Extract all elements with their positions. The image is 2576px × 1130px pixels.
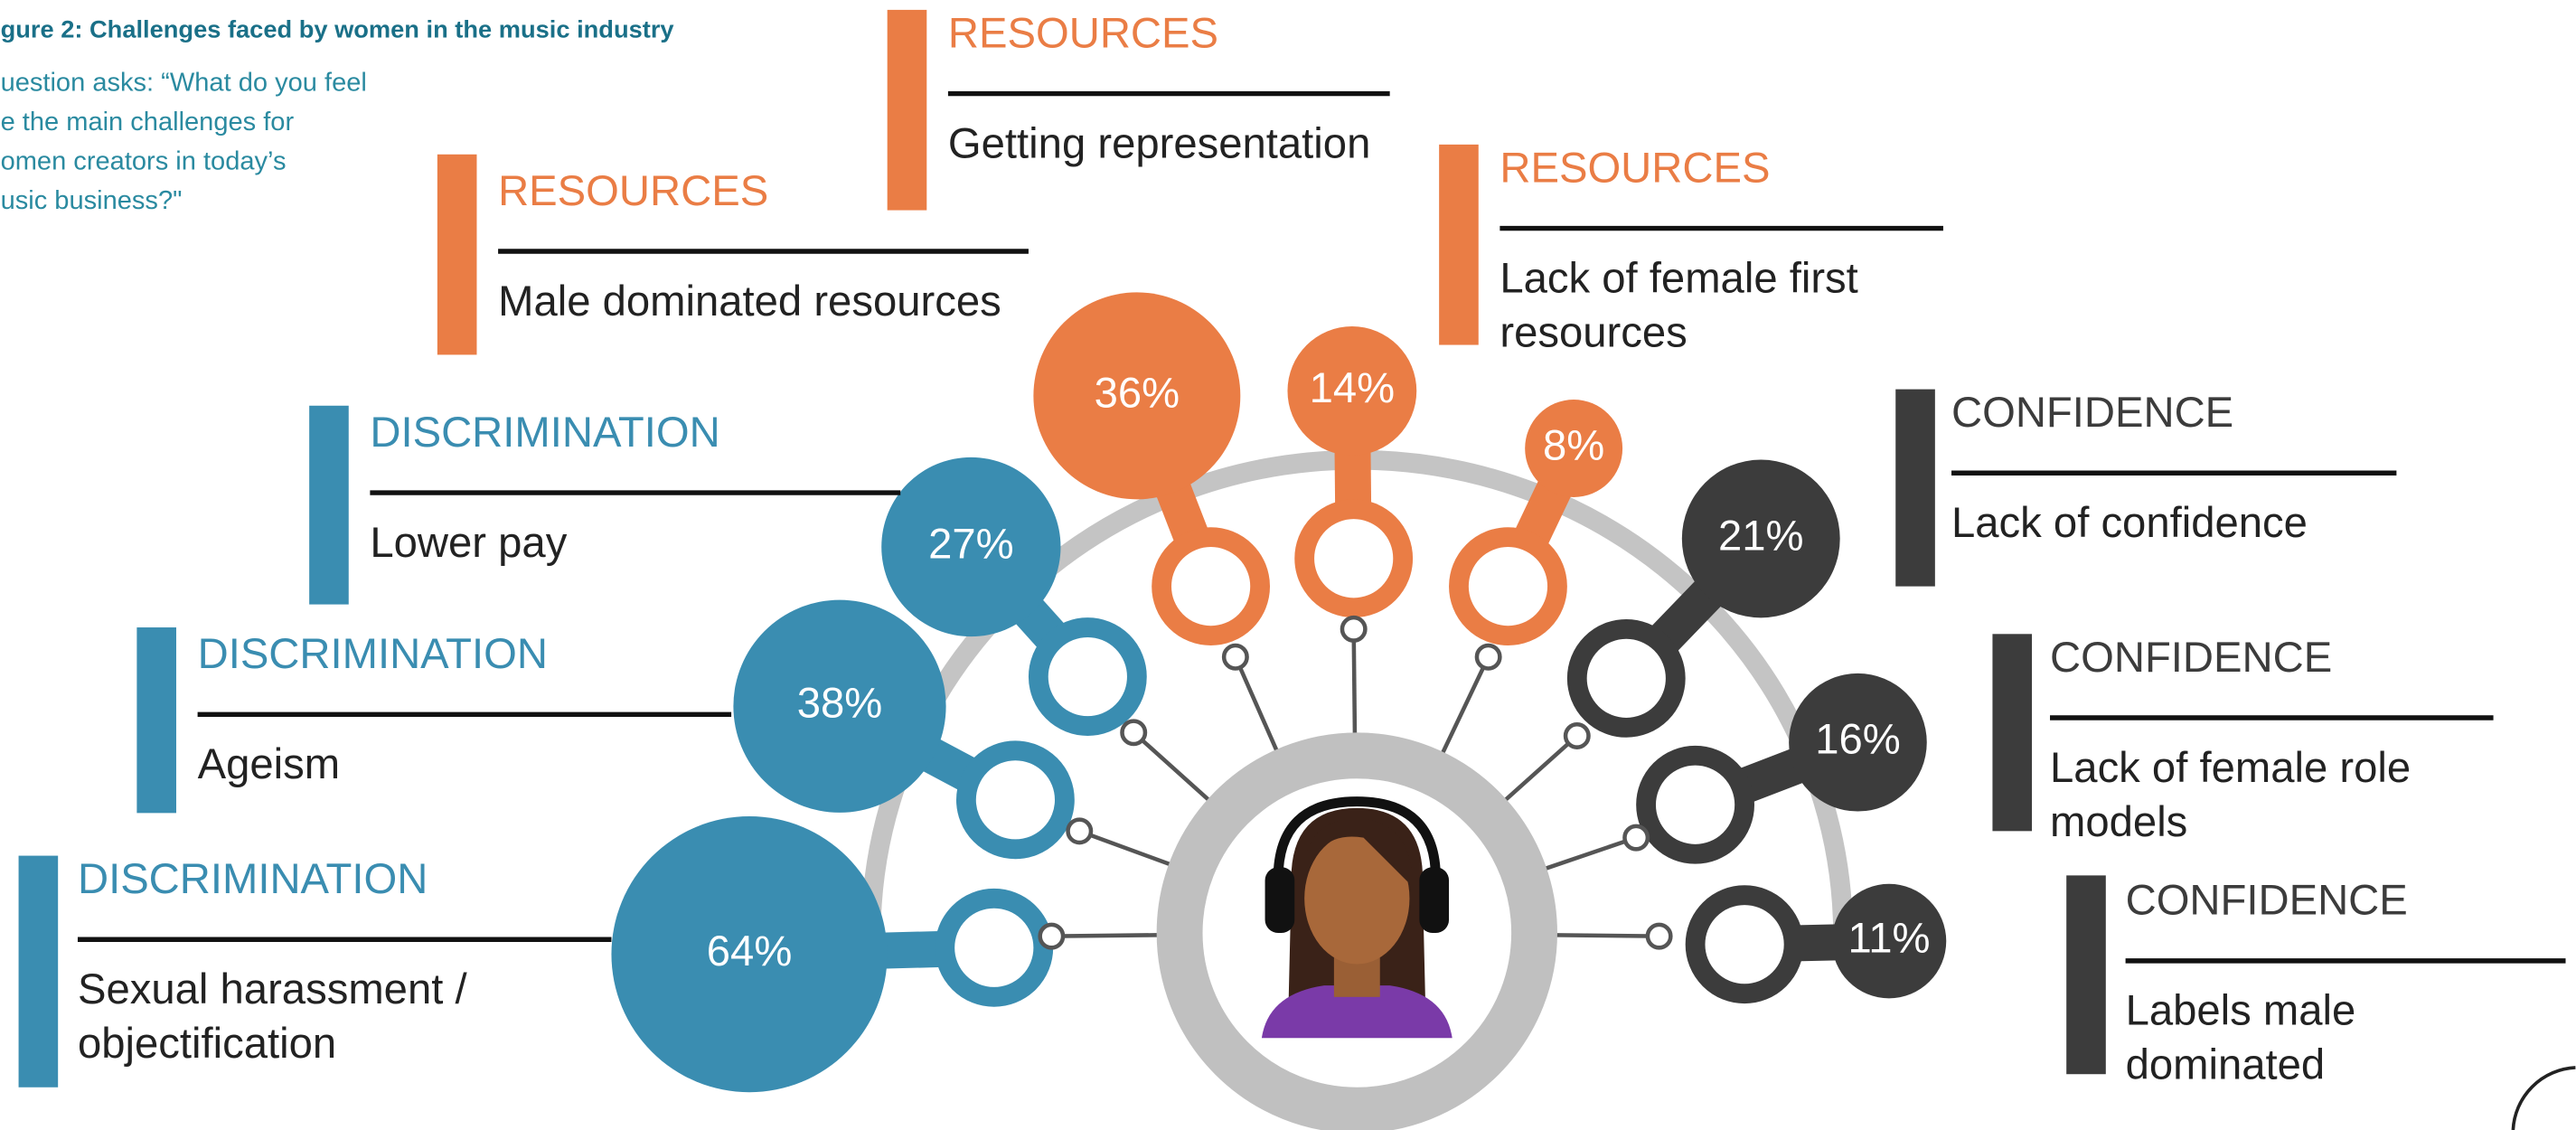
value-label: 11% (1847, 915, 1930, 963)
connector (1504, 736, 1577, 802)
category-bar (136, 627, 176, 813)
ring (966, 750, 1065, 849)
connector (1354, 629, 1355, 736)
dot (1068, 820, 1091, 843)
question-line: usic business?" (1, 186, 183, 215)
category: DISCRIMINATION (198, 630, 548, 678)
question-line: e the main challenges for (1, 108, 295, 137)
ring (1304, 509, 1403, 607)
page: {"header": {"title": "gure 2: Challenges… (0, 0, 2576, 1130)
avatar (1262, 802, 1453, 1039)
label-box: Sexual harassment / objectification (78, 963, 554, 1094)
challenge-label: Lack of female first resources (1500, 251, 1910, 360)
dot (1040, 925, 1063, 947)
dot (1624, 826, 1647, 849)
ring (1039, 627, 1137, 726)
dot (1122, 721, 1144, 744)
category: DISCRIMINATION (370, 409, 719, 457)
earcup (1419, 867, 1449, 933)
category: RESOURCES (948, 9, 1218, 57)
connector (1442, 657, 1489, 755)
connector (1079, 831, 1171, 865)
category: RESOURCES (498, 167, 768, 215)
value-label: 14% (1310, 364, 1396, 412)
ring (945, 899, 1043, 997)
connector (1133, 732, 1210, 801)
ring (1646, 756, 1744, 854)
dot (1342, 617, 1365, 640)
figure-title: gure 2: Challenges faced by women in the… (1, 15, 675, 43)
dot (1565, 724, 1588, 747)
value-label: 36% (1095, 369, 1180, 417)
value-label: 27% (928, 520, 1014, 568)
dot (1224, 645, 1246, 668)
label-box: Lower pay (370, 515, 862, 646)
value-label: 16% (1815, 716, 1901, 764)
category: RESOURCES (1500, 144, 1770, 192)
question-line: uestion asks: “What do you feel (1, 68, 367, 97)
ring (1161, 537, 1260, 636)
challenge-label: Lack of female role models (2050, 740, 2460, 849)
label-box: Lack of female role models (2050, 740, 2460, 871)
value-label: 8% (1543, 421, 1604, 469)
category-bar (1992, 634, 2032, 831)
challenge-label: Lower pay (370, 515, 862, 570)
ring (1459, 537, 1557, 636)
category-bar (19, 856, 59, 1088)
connector (1051, 935, 1160, 936)
label-box: Lack of female first resources (1500, 251, 1910, 382)
value-label: 21% (1718, 512, 1804, 560)
challenge-label: Labels male dominated (2126, 984, 2438, 1092)
challenge-label: Male dominated resources (498, 274, 1057, 328)
label-box: Lack of confidence (1951, 496, 2444, 627)
challenge-label: Sexual harassment / objectification (78, 963, 554, 1071)
question-line: omen creators in today’s (1, 147, 287, 176)
category-bar (1895, 390, 1935, 587)
dot (1477, 645, 1500, 668)
dot (1648, 925, 1670, 947)
value-label: 64% (707, 928, 793, 975)
category-bar (1439, 145, 1479, 345)
connector (1554, 935, 1659, 936)
challenge-label: Getting representation (948, 117, 1441, 171)
earcup (1265, 867, 1295, 933)
category-bar (437, 155, 477, 355)
label-box: Ageism (198, 738, 691, 869)
ring (1696, 895, 1794, 993)
infographic: gure 2: Challenges faced by women in the… (0, 0, 2576, 1130)
category: CONFIDENCE (2050, 634, 2332, 682)
logo-fragment (2513, 1068, 2575, 1130)
challenge-label: Ageism (198, 738, 691, 792)
challenge-label: Lack of confidence (1951, 496, 2444, 551)
category: DISCRIMINATION (78, 855, 428, 903)
category-bar (309, 406, 349, 605)
value-label: 38% (797, 680, 883, 728)
category-bar (2066, 875, 2106, 1074)
label-box: Male dominated resources (498, 274, 1057, 405)
category: CONFIDENCE (2126, 877, 2408, 925)
ring (1577, 629, 1676, 728)
label-box: Getting representation (948, 117, 1441, 248)
connector (1544, 838, 1637, 870)
category-bar (888, 10, 927, 211)
connector (1236, 657, 1278, 753)
label-box: Labels male dominated (2126, 984, 2438, 1115)
category: CONFIDENCE (1951, 389, 2233, 437)
